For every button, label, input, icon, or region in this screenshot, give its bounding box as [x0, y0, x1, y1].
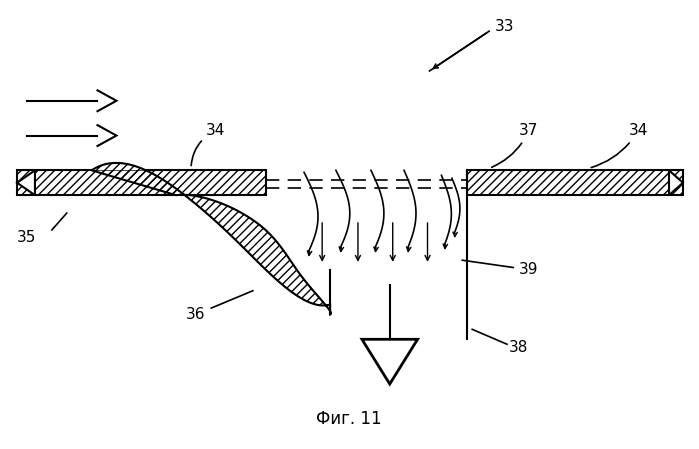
Text: 36: 36: [186, 291, 253, 322]
Bar: [17, 170, 266, 195]
Text: Фиг. 11: Фиг. 11: [316, 410, 382, 428]
Text: 33: 33: [495, 19, 514, 34]
Polygon shape: [92, 163, 331, 314]
Text: 39: 39: [462, 260, 538, 277]
Text: 37: 37: [491, 123, 538, 167]
Text: 38: 38: [509, 340, 528, 355]
Bar: [467, 170, 683, 195]
Text: 34: 34: [591, 123, 648, 167]
Bar: [17, 170, 266, 195]
Text: 34: 34: [191, 123, 226, 166]
Polygon shape: [17, 170, 35, 195]
Bar: [467, 170, 683, 195]
Text: 35: 35: [17, 230, 36, 246]
Polygon shape: [362, 339, 417, 384]
Polygon shape: [669, 170, 683, 195]
